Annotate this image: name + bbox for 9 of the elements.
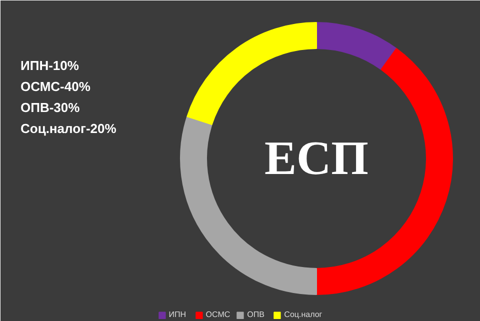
text: ОПВ-30% [20, 100, 80, 115]
text: Соц.налог-20% [20, 121, 117, 136]
legend-label: ОСМС [206, 310, 230, 319]
text: ОСМС-40% [20, 79, 91, 94]
text: ЕСП [264, 132, 369, 185]
text: ИПН-10% [20, 58, 80, 73]
legend-label: Соц.налог [284, 310, 322, 319]
legend-label: ИПН [168, 310, 188, 319]
legend-label: ОПВ [247, 310, 266, 319]
